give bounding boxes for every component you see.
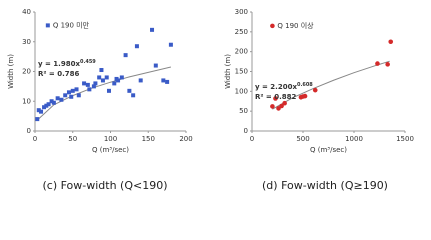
point bbox=[270, 104, 275, 109]
point bbox=[312, 87, 318, 93]
y-tick-label: 150 bbox=[235, 68, 248, 76]
point bbox=[91, 84, 96, 89]
point bbox=[49, 99, 54, 104]
y-tick-label: 100 bbox=[235, 87, 248, 95]
y-tick-label: 40 bbox=[22, 8, 31, 16]
point bbox=[168, 42, 173, 47]
y-axis-label: Width (m) bbox=[7, 54, 15, 89]
y-tick-label: 10 bbox=[22, 97, 31, 105]
point bbox=[46, 102, 51, 107]
x-tick-label: 1500 bbox=[396, 135, 414, 143]
point bbox=[161, 78, 166, 83]
point bbox=[74, 87, 79, 92]
x-tick-label: 200 bbox=[179, 135, 192, 143]
point bbox=[59, 97, 64, 102]
point bbox=[375, 61, 380, 66]
point bbox=[282, 100, 287, 106]
point bbox=[66, 90, 71, 95]
point bbox=[97, 75, 102, 80]
point bbox=[138, 78, 143, 83]
point bbox=[69, 94, 74, 99]
point bbox=[39, 109, 44, 114]
x-tick-label: 0 bbox=[33, 135, 37, 143]
point bbox=[131, 93, 136, 98]
y-tick-label: 250 bbox=[235, 28, 248, 36]
equation-exponent: 0.459 bbox=[80, 59, 96, 65]
x-tick-label: 50 bbox=[68, 135, 77, 143]
point bbox=[385, 62, 390, 67]
point bbox=[165, 79, 170, 84]
point bbox=[44, 103, 49, 108]
point bbox=[106, 88, 111, 93]
point bbox=[36, 108, 41, 113]
y-tick-label: 0 bbox=[27, 127, 31, 135]
point bbox=[123, 53, 128, 58]
equation: y = 2.200x0.608 bbox=[255, 82, 313, 92]
point bbox=[51, 100, 56, 105]
point bbox=[82, 81, 87, 86]
point bbox=[42, 105, 47, 110]
point bbox=[104, 75, 109, 80]
point bbox=[85, 82, 90, 87]
caption: (c) Fow-width (Q<190) bbox=[42, 179, 167, 192]
point bbox=[100, 78, 105, 83]
equation-base: y = 1.980x bbox=[38, 60, 80, 68]
y-tick-label: 30 bbox=[22, 38, 31, 46]
point bbox=[55, 96, 60, 101]
y-tick-label: 300 bbox=[235, 8, 248, 16]
equation-base: y = 2.200x bbox=[255, 83, 297, 91]
point bbox=[270, 23, 275, 29]
trend-line bbox=[272, 60, 390, 110]
y-axis-label: Width (m) bbox=[224, 54, 232, 89]
x-tick-label: 1000 bbox=[345, 135, 363, 143]
point bbox=[302, 93, 308, 99]
x-axis-label: Q (m³/sec) bbox=[310, 146, 347, 154]
point bbox=[35, 117, 40, 122]
point bbox=[279, 103, 284, 109]
point bbox=[127, 88, 132, 93]
point bbox=[116, 78, 121, 83]
point bbox=[134, 44, 139, 49]
point bbox=[112, 81, 117, 86]
point bbox=[70, 88, 75, 93]
point bbox=[93, 81, 98, 86]
point bbox=[388, 39, 394, 45]
x-tick-label: 0 bbox=[250, 135, 254, 143]
y-tick-label: 200 bbox=[235, 48, 248, 56]
outlier-label: Q 190 이상 bbox=[277, 21, 314, 30]
outlier-label: Q 190 미만 bbox=[53, 20, 90, 29]
point bbox=[153, 63, 158, 68]
point bbox=[99, 68, 104, 73]
y-tick-label: 50 bbox=[239, 107, 248, 115]
equation: y = 1.980x0.459 bbox=[38, 59, 96, 69]
point bbox=[63, 93, 68, 98]
x-axis-label: Q (m³/sec) bbox=[92, 146, 129, 154]
r-squared: R² = 0.786 bbox=[38, 70, 79, 78]
point bbox=[119, 75, 124, 80]
x-tick-label: 100 bbox=[104, 135, 117, 143]
x-tick-label: 500 bbox=[296, 135, 309, 143]
point bbox=[273, 96, 278, 101]
point bbox=[150, 27, 155, 32]
equation-exponent: 0.608 bbox=[297, 82, 313, 88]
point bbox=[76, 93, 81, 98]
caption: (d) Fow-width (Q≥190) bbox=[262, 179, 388, 192]
y-tick-label: 0 bbox=[244, 127, 248, 135]
x-tick-label: 150 bbox=[142, 135, 155, 143]
trend-line bbox=[38, 66, 172, 120]
point bbox=[87, 87, 92, 92]
r-squared: R² = 0.882 bbox=[255, 93, 296, 101]
point bbox=[45, 23, 50, 28]
y-tick-label: 20 bbox=[22, 68, 31, 76]
